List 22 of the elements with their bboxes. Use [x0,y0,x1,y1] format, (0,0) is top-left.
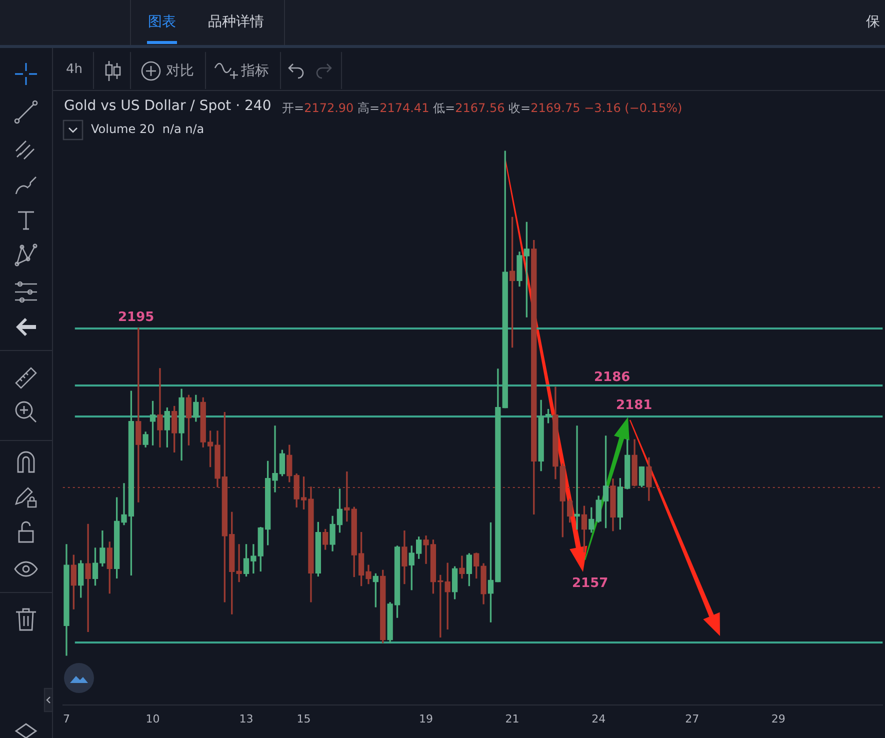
text: 指标 [241,62,269,80]
x-tick-label: 27 [685,712,700,726]
text: 对比 [166,62,194,80]
annotation: 2157 [572,576,608,591]
text: 开=2172.90 高=2174.41 低=2167.56 收=2169.75 −3.16 (−0.15%) [282,101,682,115]
text: 图表 [148,13,176,31]
x-tick-label: 29 [771,712,786,726]
annotation: 2181 [616,398,652,413]
text: 保 [866,13,880,31]
x-tick-label: 19 [419,712,434,726]
text: 4h [66,62,83,77]
text: Volume 20 n/a n/a [91,122,204,136]
x-tick-label: 7 [62,712,70,726]
text: 品种详情 [208,13,264,31]
annotation: 2186 [594,370,630,385]
x-tick-label: 10 [146,712,160,726]
chart-title: Gold vs US Dollar / Spot · 240 [64,98,272,114]
annotation: 2195 [118,310,154,325]
x-tick-label: 13 [239,712,254,726]
x-tick-label: 21 [505,712,520,726]
x-tick-label: 15 [296,712,311,726]
x-tick-label: 24 [592,712,606,726]
